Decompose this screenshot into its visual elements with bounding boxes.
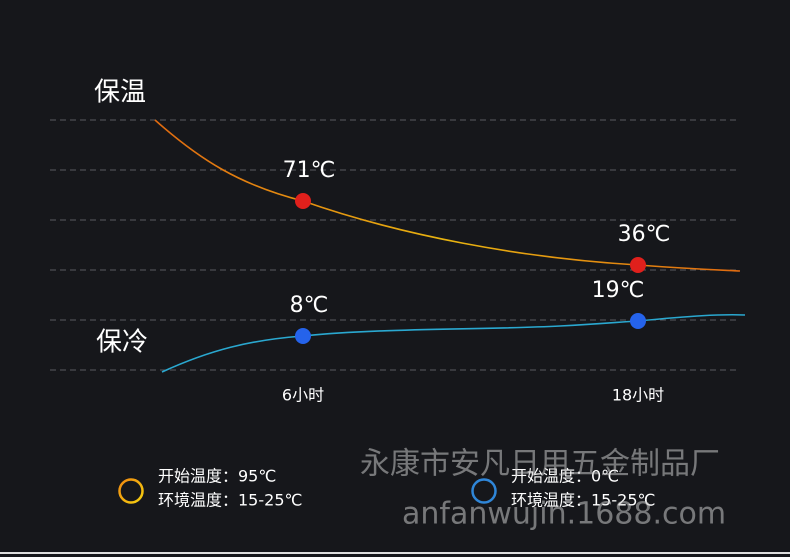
data-point	[630, 257, 646, 273]
legend-text: 环境温度：15-25℃	[511, 491, 655, 510]
series-label: 保温	[94, 78, 146, 108]
value-label: 36℃	[618, 222, 671, 247]
x-tick-label: 6小时	[282, 386, 324, 405]
value-label: 71℃	[283, 158, 336, 183]
legend-text: 开始温度：95℃	[158, 467, 276, 486]
legend-text: 开始温度：0℃	[511, 467, 619, 486]
value-label: 8℃	[290, 293, 329, 318]
value-label: 19℃	[592, 278, 645, 303]
legend-text: 环境温度：15-25℃	[158, 491, 302, 510]
legend-icon	[471, 478, 497, 504]
warm-curve	[154, 119, 741, 272]
data-point	[295, 193, 311, 209]
watermark: anfanwujin.1688.com	[402, 497, 726, 532]
watermark: 永康市安凡日用五金制品厂	[360, 447, 720, 482]
cold-curve	[161, 313, 746, 373]
data-point	[630, 313, 646, 329]
series-label: 保冷	[96, 328, 148, 358]
legend-icon	[118, 478, 144, 504]
data-point	[295, 328, 311, 344]
x-tick-label: 18小时	[612, 386, 664, 405]
grid	[50, 119, 740, 371]
